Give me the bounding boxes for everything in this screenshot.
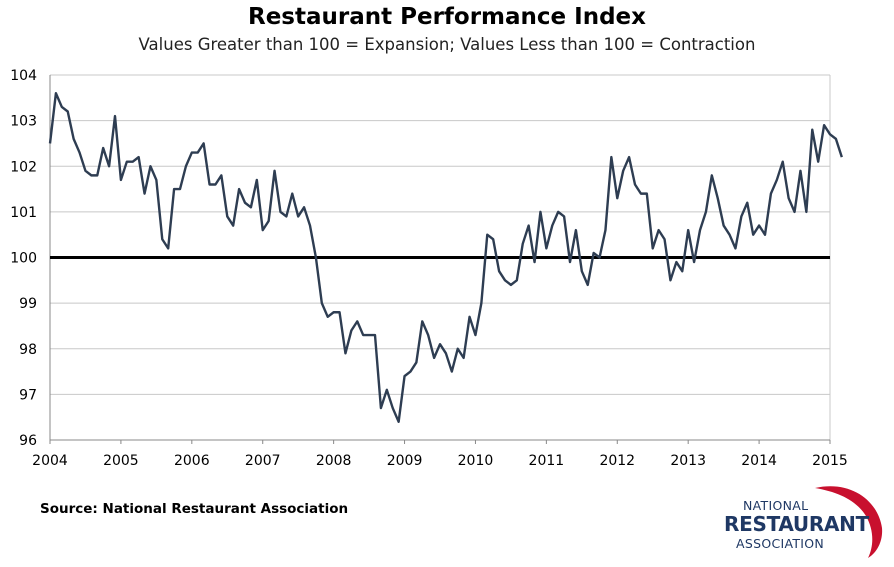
x-tick-label-2005: 2005 [103,453,139,469]
x-axis-tick-labels: 2004 2005 2006 2007 2008 2009 2010 2011 2012 2013… [32,453,848,469]
national-restaurant-association-logo: NATIONAL RESTAURANT ASSOCIATION [700,480,890,562]
x-tick-label-2004: 2004 [32,453,68,469]
logo-line-association: ASSOCIATION [736,536,825,551]
series-group [48,92,843,423]
x-tick-label-2015: 2015 [812,453,848,469]
y-tick-label-101: 101 [10,205,37,221]
x-tick-label-2010: 2010 [458,453,494,469]
logo-swoosh-icon [815,486,883,558]
x-tick-label-2013: 2013 [670,453,706,469]
y-tick-label-96: 96 [19,433,37,449]
y-tick-label-102: 102 [10,159,37,175]
y-tick-label-97: 97 [19,387,37,403]
line-chart: 96 97 98 99 100 101 102 103 104 2004 2005 2006 2007… [10,68,848,469]
chart-title: Restaurant Performance Index [247,4,646,30]
x-tick-label-2006: 2006 [174,453,210,469]
logo-line-national: NATIONAL [743,498,809,513]
y-tick-label-104: 104 [10,68,37,84]
logo-line-restaurant: RESTAURANT [724,512,869,536]
y-tick-label-100: 100 [10,251,37,267]
y-tick-label-103: 103 [10,114,37,130]
x-tick-label-2008: 2008 [316,453,352,469]
x-tick-label-2012: 2012 [599,453,635,469]
x-tick-label-2009: 2009 [387,453,423,469]
y-tick-label-99: 99 [19,296,37,312]
y-axis-tick-labels: 96 97 98 99 100 101 102 103 104 [10,68,37,449]
gridlines [49,74,831,444]
source-note: Source: National Restaurant Association [40,501,349,517]
y-tick-label-98: 98 [19,342,37,358]
series-line-0 [48,92,843,423]
x-tick-label-2011: 2011 [529,453,565,469]
x-tick-label-2007: 2007 [245,453,281,469]
x-tick-label-2014: 2014 [741,453,777,469]
chart-subtitle: Values Greater than 100 = Expansion; Val… [138,35,756,54]
